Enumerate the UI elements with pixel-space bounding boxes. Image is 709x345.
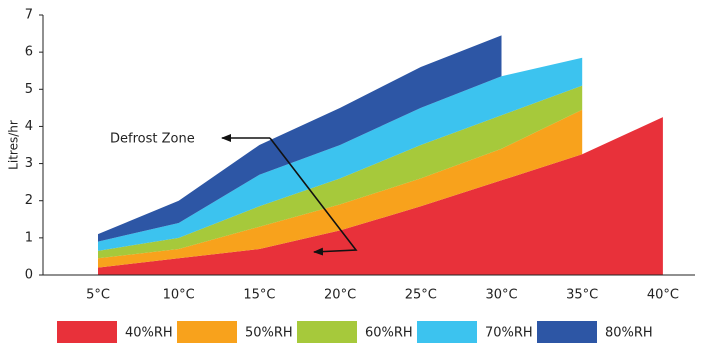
- legend-label: 60%RH: [365, 326, 413, 341]
- plot-area: [98, 35, 663, 276]
- y-tick-label: 4: [25, 119, 33, 134]
- x-tick-label: 30°C: [485, 288, 517, 303]
- annotation: Defrost Zone: [110, 132, 195, 147]
- x-tick-label: 35°C: [566, 288, 598, 303]
- y-tick-label: 5: [25, 82, 33, 97]
- legend-label: 70%RH: [485, 326, 533, 341]
- legend-label: 80%RH: [605, 326, 653, 341]
- legend-label: 50%RH: [245, 326, 293, 341]
- y-tick-label: 6: [25, 45, 33, 60]
- x-tick-label: 5°C: [86, 288, 110, 303]
- legend-swatch: [417, 321, 477, 343]
- x-tick-label: 15°C: [243, 288, 275, 303]
- legend-swatch: [57, 321, 117, 343]
- x-tick-label: 25°C: [405, 288, 437, 303]
- y-tick-label: 7: [25, 8, 33, 23]
- x-tick-label: 40°C: [647, 288, 679, 303]
- y-tick-label: 1: [25, 230, 33, 245]
- legend-swatch: [297, 321, 357, 343]
- legend-swatch: [177, 321, 237, 343]
- annotation-arrow: [269, 137, 358, 256]
- area: [98, 35, 502, 242]
- y-tick-label: 2: [25, 193, 33, 208]
- x-tick-label: 10°C: [163, 288, 195, 303]
- legend-swatch: [537, 321, 597, 343]
- y-tick-label: 3: [25, 156, 33, 171]
- y-tick-label: 0: [25, 268, 33, 283]
- area: [98, 57, 583, 251]
- legend-label: 40%RH: [125, 326, 173, 341]
- x-tick-label: 20°C: [324, 288, 356, 303]
- y-axis-label: Litres/hr: [7, 120, 21, 170]
- area: [98, 117, 663, 276]
